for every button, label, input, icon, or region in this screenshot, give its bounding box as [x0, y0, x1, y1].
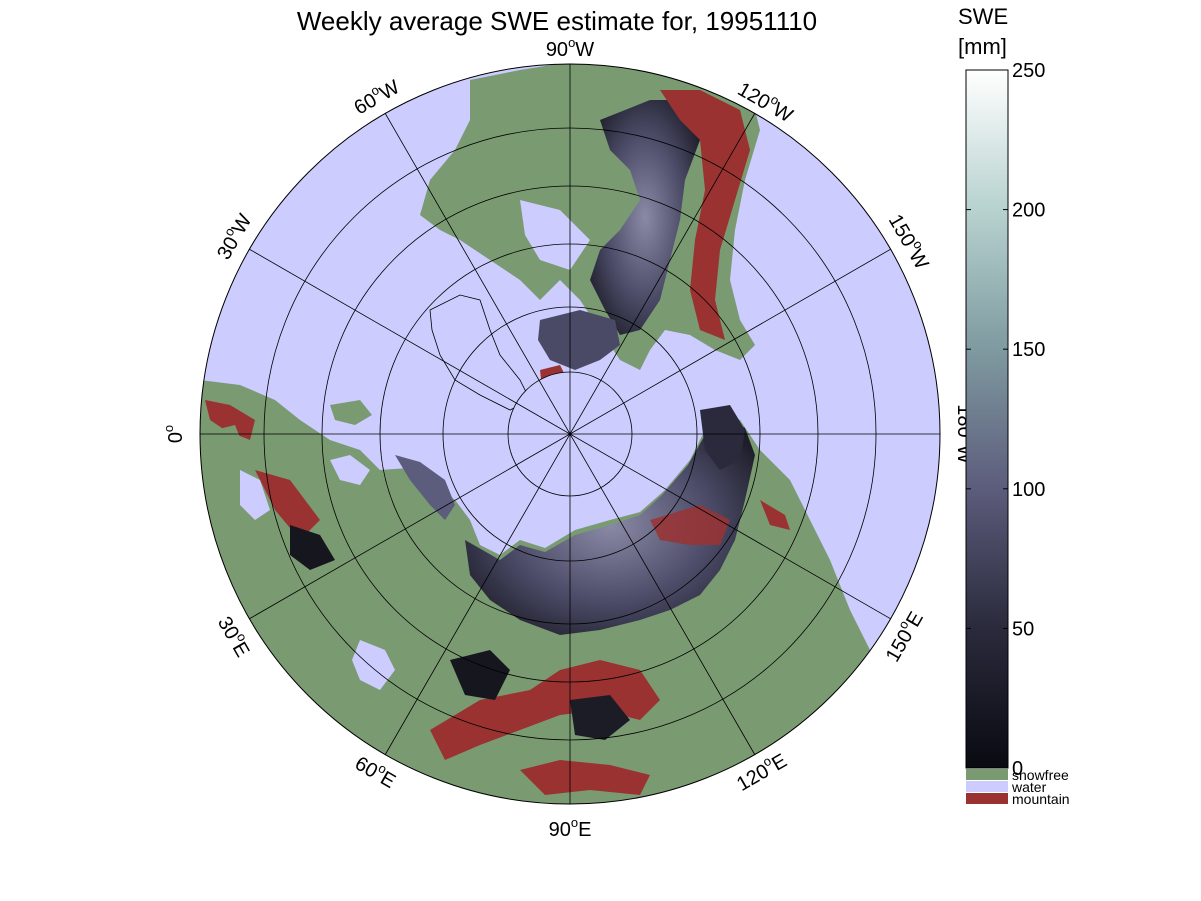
colorbar-tick-label: 200: [1012, 200, 1045, 222]
central-asia-mountains: [520, 760, 650, 795]
lon-label-90W: 90oW: [546, 35, 594, 61]
colorbar-tick-label: 250: [1012, 60, 1045, 82]
legend-swatch-mountain: [966, 793, 1008, 804]
europe-mountains: [255, 470, 320, 540]
novaya-zemlya: [395, 455, 455, 520]
lon-label-0: 0o: [161, 425, 187, 443]
lon-label-90E: 90oE: [549, 815, 592, 841]
colorbar-tick-label: 100: [1012, 479, 1045, 501]
rocky-mountains: [660, 90, 750, 340]
canada-snow: [590, 100, 700, 335]
colorbar-gradient: [965, 69, 1009, 769]
colorbar-ticks: 0 50 100 150 200 250: [966, 60, 1045, 780]
colorbar-tick-label: 0: [1012, 758, 1023, 780]
alaska: [700, 405, 745, 470]
asia-snow-patch: [450, 650, 510, 700]
legend-swatch-snowfree: [966, 769, 1008, 780]
arctic-archipelago: [538, 310, 620, 370]
legend-label-snowfree: snowfree: [1012, 767, 1069, 783]
colorbar-title-line1: SWE: [958, 4, 1008, 29]
himalaya-mountains: [430, 660, 660, 760]
colorbar-title-line2: [mm]: [958, 34, 1007, 59]
colorbar: SWE [mm] 0 50 100 150 200 250: [958, 4, 1045, 780]
iceland: [330, 400, 372, 425]
scandinavia-mountains: [205, 400, 255, 440]
legend-label-water: water: [1011, 779, 1047, 795]
graticule: [199, 63, 941, 805]
hudson-bay: [520, 200, 590, 270]
central-asia-snow-patch: [570, 695, 630, 740]
map-title: Weekly average SWE estimate for, 1995111…: [297, 6, 817, 36]
europe-snow-patch: [290, 525, 335, 570]
legend-label-mountain: mountain: [1012, 791, 1070, 807]
legend-swatch-water: [966, 781, 1008, 792]
polar-map: [200, 64, 940, 804]
kamchatka-mountains: [760, 500, 790, 530]
baltic-sea: [240, 470, 270, 520]
colorbar-tick-label: 150: [1012, 339, 1045, 361]
siberia-snow: [465, 415, 755, 635]
white-sea-area: [330, 455, 370, 485]
colorbar-tick-label: 50: [1012, 618, 1034, 640]
